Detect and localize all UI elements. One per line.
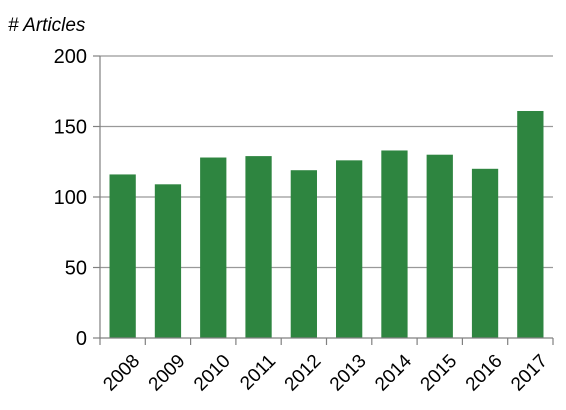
- x-tick-label: 2015: [417, 351, 462, 396]
- x-tick-label: 2010: [190, 351, 235, 396]
- x-tick-label: 2014: [371, 350, 416, 395]
- bar-2013: [336, 160, 363, 338]
- x-tick-label: 2016: [462, 351, 507, 396]
- x-tick-label: 2009: [145, 351, 190, 396]
- y-tick-label: 100: [54, 187, 87, 209]
- x-tick-label: 2008: [99, 351, 144, 396]
- y-tick-labels: 0 50 100 150 200: [54, 46, 87, 350]
- bar-2016: [471, 168, 499, 338]
- y-axis-label: # Articles: [8, 15, 86, 36]
- x-tick-labels: 2008 2009 2010 2011 2012 2013 2014 2015 2016 2017: [99, 350, 551, 395]
- bar-2010: [200, 157, 227, 338]
- bar-2012: [290, 170, 317, 338]
- y-tick-label: 200: [54, 46, 87, 68]
- bar-2009: [154, 184, 182, 338]
- x-tick-label: 2017: [507, 351, 552, 396]
- y-tick-label: 50: [65, 258, 87, 280]
- bar-2008: [109, 174, 136, 338]
- axes: [93, 55, 554, 345]
- bar-2015: [426, 154, 453, 338]
- x-tick-label: 2012: [281, 351, 326, 396]
- bar-2014: [381, 150, 408, 338]
- bars: [109, 110, 544, 339]
- y-tick-label: 150: [54, 117, 87, 139]
- x-tick-label: 2011: [236, 351, 280, 395]
- bar-2011: [245, 156, 272, 338]
- x-tick-label: 2013: [326, 351, 371, 396]
- y-tick-label: 0: [76, 328, 87, 350]
- bar-2017: [517, 110, 544, 339]
